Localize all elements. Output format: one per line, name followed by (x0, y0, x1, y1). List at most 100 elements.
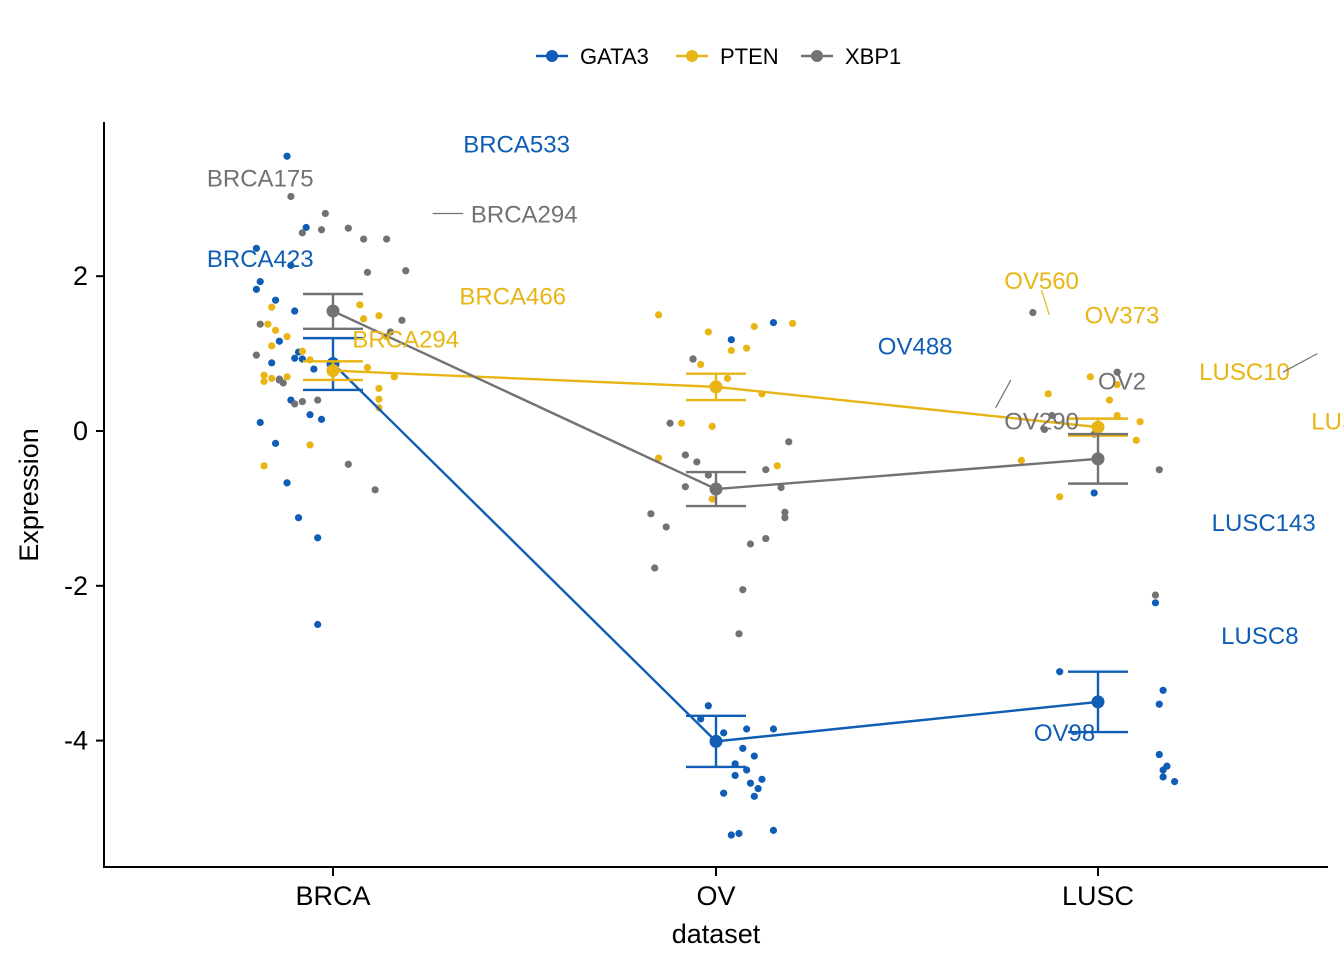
mean-point-xbp1 (326, 304, 340, 318)
data-point-gata3 (268, 359, 276, 367)
data-point-pten (375, 384, 383, 393)
mean-point-gata3 (1091, 695, 1105, 709)
mean-point-pten (1091, 420, 1105, 434)
data-point-pten (356, 301, 364, 309)
data-point-gata3 (727, 831, 735, 839)
data-point-pten (750, 322, 758, 331)
data-point-gata3 (704, 702, 712, 710)
mean-point-xbp1 (1091, 452, 1105, 466)
y-tick-label: -2 (64, 571, 88, 601)
data-point-pten (390, 373, 398, 381)
data-point-xbp1 (681, 451, 689, 459)
data-point-pten (1086, 373, 1094, 381)
data-point-xbp1 (371, 486, 379, 494)
data-point-gata3 (731, 771, 739, 780)
data-point-pten (268, 374, 276, 382)
data-point-pten (677, 419, 686, 427)
data-point-pten (363, 363, 372, 372)
data-point-pten (1105, 396, 1114, 404)
data-point-gata3 (1171, 778, 1179, 786)
data-point-xbp1 (762, 466, 770, 474)
data-point-pten (708, 495, 716, 503)
data-point-gata3 (314, 620, 322, 629)
data-point-gata3 (317, 415, 326, 423)
point-label: BRCA533 (463, 132, 570, 159)
data-point-xbp1 (1155, 466, 1163, 474)
data-point-gata3 (1151, 599, 1160, 607)
data-point-xbp1 (317, 226, 326, 234)
point-label: BRCA423 (207, 246, 314, 273)
data-point-gata3 (252, 244, 260, 252)
data-point-gata3 (727, 336, 735, 344)
y-tick-label: 2 (73, 261, 88, 291)
data-point-xbp1 (1040, 425, 1048, 434)
data-point-pten (306, 441, 314, 449)
data-point-gata3 (275, 337, 283, 345)
data-point-gata3 (750, 792, 758, 800)
data-point-gata3 (743, 766, 751, 774)
data-point-gata3 (306, 411, 314, 419)
legend-key-marker (686, 50, 698, 62)
y-tick-label: -4 (64, 726, 88, 756)
data-point-gata3 (271, 439, 280, 447)
data-point-pten (743, 344, 751, 352)
data-point-xbp1 (1048, 411, 1056, 420)
data-point-pten (260, 462, 268, 470)
data-point-xbp1 (781, 514, 789, 522)
data-point-gata3 (746, 779, 755, 787)
data-point-pten (271, 326, 280, 334)
data-point-xbp1 (344, 224, 352, 232)
x-tick-label: BRCA (295, 881, 370, 911)
point-label: OV2 (1098, 368, 1146, 395)
data-point-pten (727, 346, 735, 355)
data-point-xbp1 (704, 471, 712, 479)
data-point-gata3 (287, 261, 295, 269)
data-point-xbp1 (398, 316, 406, 324)
mean-point-gata3 (709, 734, 723, 748)
legend-label: PTEN (720, 44, 779, 69)
data-point-pten (260, 371, 268, 379)
data-point-gata3 (739, 744, 747, 752)
plot-area: BRCA533 BRCA423 OV488 OV98 LUSC143 LUSC8 BRCA4… (207, 132, 1344, 839)
data-point-xbp1 (402, 267, 410, 275)
data-point-gata3 (731, 760, 739, 768)
data-point-xbp1 (693, 458, 701, 466)
data-point-xbp1 (321, 209, 329, 218)
mean-line-gata3 (332, 362, 1099, 743)
mean-point-pten (326, 364, 340, 378)
data-point-xbp1 (291, 400, 299, 408)
data-point-xbp1 (298, 397, 306, 406)
data-point-gata3 (735, 829, 743, 838)
data-point-xbp1 (1113, 368, 1121, 376)
data-point-gata3 (1090, 489, 1098, 497)
data-point-gata3 (720, 729, 728, 737)
data-point-gata3 (769, 319, 778, 327)
data-point-pten (264, 320, 272, 328)
data-point-gata3 (769, 725, 778, 733)
axes: 2 0 -2 -4 BRCA OV LUSC (64, 122, 1328, 911)
data-point-xbp1 (298, 229, 306, 237)
data-point-gata3 (314, 534, 322, 542)
data-point-gata3 (720, 789, 728, 797)
data-point-pten (1132, 436, 1140, 444)
data-point-gata3 (1159, 766, 1167, 774)
data-point-gata3 (294, 514, 303, 522)
point-label: BRCA294 (352, 327, 459, 354)
data-point-pten (1044, 390, 1052, 398)
data-point-pten (1113, 380, 1121, 389)
data-point-xbp1 (252, 351, 260, 359)
legend: GATA3 PTEN XBP1 (536, 44, 901, 69)
data-point-gata3 (283, 479, 291, 487)
data-point-gata3 (252, 285, 260, 293)
point-label: OV488 (878, 334, 953, 361)
data-point-gata3 (271, 296, 280, 304)
point-label: OV290 (1004, 409, 1079, 436)
point-label: OV560 (1004, 268, 1079, 295)
data-point-gata3 (1155, 750, 1163, 759)
data-point-xbp1 (279, 379, 287, 387)
data-point-gata3 (1056, 668, 1064, 676)
data-point-xbp1 (739, 586, 747, 594)
data-point-xbp1 (689, 355, 697, 363)
data-point-gata3 (758, 775, 766, 783)
